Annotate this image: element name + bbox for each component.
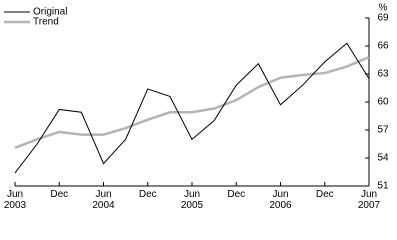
series-line xyxy=(14,42,370,174)
y-tick-label: 57 xyxy=(377,125,389,136)
x-tick-label: Dec xyxy=(315,189,334,200)
y-tick-label: 66 xyxy=(377,41,389,52)
x-tick-label: Jun 2007 xyxy=(357,189,381,211)
y-tick-label: 63 xyxy=(377,69,389,80)
legend-label: Original xyxy=(33,7,67,18)
y-tick-label: 60 xyxy=(377,97,389,108)
y-axis-label: % xyxy=(379,3,388,14)
x-tick-label: Jun 2005 xyxy=(180,189,204,211)
x-tick-label: Jun 2003 xyxy=(3,189,27,211)
x-tick-label: Dec xyxy=(50,189,69,200)
series-line xyxy=(14,56,370,149)
x-tick-label: Dec xyxy=(227,189,246,200)
y-tick-label: 69 xyxy=(377,13,389,24)
x-tick-label: Jun 2004 xyxy=(92,189,115,211)
chart: % 51 54 57 60 63 66 69 Original Trend Jun 2003 De… xyxy=(3,3,389,211)
legend-label: Trend xyxy=(33,17,59,28)
x-tick-label: Jun 2006 xyxy=(269,189,292,211)
x-tick-label: Dec xyxy=(138,189,157,200)
y-tick-label: 54 xyxy=(377,153,389,164)
y-tick-label: 51 xyxy=(377,181,389,192)
